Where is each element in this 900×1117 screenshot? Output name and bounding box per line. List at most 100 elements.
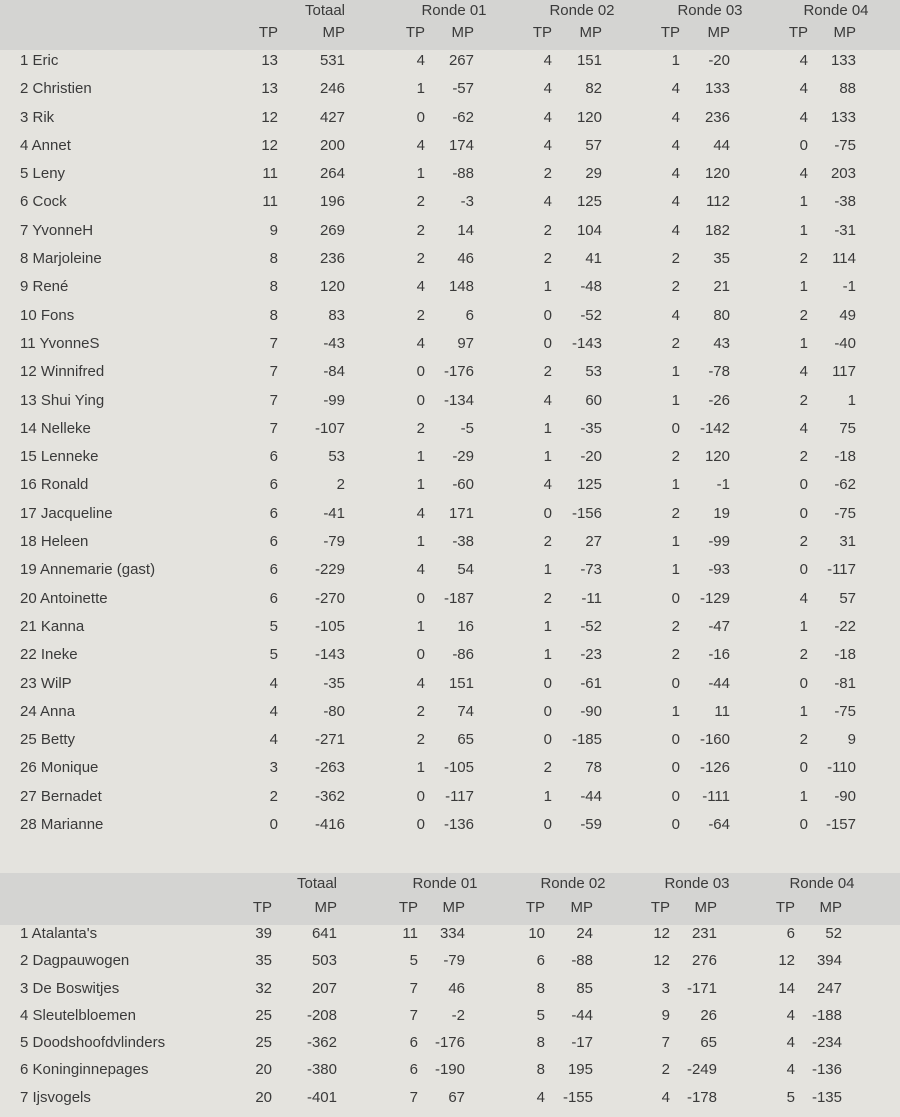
mp-value: 125	[576, 193, 602, 211]
tp-value: 4	[786, 1061, 795, 1079]
mp-value: 125	[576, 476, 602, 494]
mp-value: -263	[314, 759, 345, 777]
mp-value: -75	[834, 702, 856, 720]
tp-value: 6	[269, 476, 278, 494]
mp-value: -362	[314, 787, 345, 805]
column-group-header: Ronde 01	[421, 2, 487, 19]
tp-value: 1	[543, 617, 552, 635]
tp-value: 8	[536, 1034, 545, 1052]
table-row: 15 Lenneke 6 53 1 -29 1 -20 2 120 2 -18	[0, 448, 900, 476]
tp-value: 11	[262, 193, 278, 211]
tp-value: 1	[543, 278, 552, 296]
tp-value: 1	[671, 561, 680, 579]
tp-value: 32	[255, 979, 272, 997]
mp-value: -249	[686, 1061, 717, 1079]
tp-value: 1	[671, 702, 680, 720]
tp-value: 0	[671, 759, 680, 777]
mp-value: 53	[585, 363, 602, 381]
tp-value: 1	[416, 80, 425, 98]
tp-value: 0	[799, 674, 808, 692]
mp-value: 53	[328, 448, 345, 466]
column-header-mp: MP	[442, 899, 466, 916]
tp-value: 0	[543, 306, 552, 324]
mp-value: -270	[314, 589, 345, 607]
table-header: Totaal Ronde 01 Ronde 02 Ronde 03 Ronde 04 TP…	[0, 873, 900, 925]
tp-value: 1	[671, 391, 680, 409]
player-name: 1 Atalanta's	[20, 925, 98, 942]
tp-value: 2	[416, 193, 425, 211]
tp-value: 2	[543, 221, 552, 239]
mp-value: -48	[580, 278, 602, 296]
column-header-tp: TP	[398, 899, 418, 916]
mp-value: -105	[314, 617, 345, 635]
player-name: 16 Ronald	[20, 476, 89, 494]
table-row: 6 Koninginnepages 20 -380 6 -190 8 195 2 -249 4 -1…	[0, 1061, 900, 1088]
tp-value: 0	[799, 561, 808, 579]
player-name: 14 Nelleke	[20, 419, 91, 437]
mp-value: -41	[323, 504, 345, 522]
mp-value: 394	[816, 952, 842, 970]
tp-value: 2	[671, 250, 680, 268]
mp-value: -80	[323, 702, 345, 720]
mp-value: -1	[842, 278, 856, 296]
tp-value: 2	[799, 306, 808, 324]
mp-value: -3	[460, 193, 474, 211]
tp-value: 4	[416, 52, 425, 69]
mp-value: 57	[839, 589, 856, 607]
mp-value: 57	[585, 136, 602, 154]
table-row: 23 WilP 4 -35 4 151 0 -61 0 -44 0 -81	[0, 675, 900, 703]
tp-value: 1	[543, 646, 552, 664]
mp-value: 46	[457, 250, 474, 268]
tp-value: 7	[409, 979, 418, 997]
tp-value: 4	[416, 136, 425, 154]
tp-value: 1	[671, 52, 680, 69]
mp-value: 641	[311, 925, 337, 942]
mp-value: -208	[306, 1006, 337, 1024]
column-header-mp: MP	[819, 899, 843, 916]
mp-value: 52	[825, 925, 842, 942]
tp-value: 4	[416, 561, 425, 579]
player-name: 13 Shui Ying	[20, 391, 105, 409]
tp-value: 5	[786, 1088, 795, 1106]
mp-value: 264	[319, 165, 345, 183]
column-header-tp: TP	[405, 24, 425, 41]
tp-value: 0	[799, 816, 808, 834]
column-header-tp: TP	[660, 24, 680, 41]
tp-value: 12	[653, 925, 670, 942]
tp-value: 0	[543, 334, 552, 352]
column-header-tp: TP	[650, 899, 670, 916]
tp-value: 2	[543, 250, 552, 268]
tp-value: 2	[543, 363, 552, 381]
tp-value: 1	[416, 759, 425, 777]
tp-value: 7	[409, 1006, 418, 1024]
mp-value: -44	[708, 674, 730, 692]
mp-value: -107	[314, 419, 345, 437]
tp-value: 6	[269, 589, 278, 607]
mp-value: -136	[443, 816, 474, 834]
mp-value: -52	[580, 617, 602, 635]
tp-value: 4	[799, 108, 808, 126]
mp-value: 247	[816, 979, 842, 997]
mp-value: 104	[576, 221, 602, 239]
mp-value: 171	[448, 504, 474, 522]
mp-value: -111	[702, 787, 730, 805]
mp-value: -362	[306, 1034, 337, 1052]
tp-value: 1	[671, 476, 680, 494]
table-row: 7 Ijsvogels 20 -401 7 67 4 -155 4 -178 5 -135	[0, 1089, 900, 1116]
mp-value: 78	[585, 759, 602, 777]
player-name: 2 Dagpauwogen	[20, 952, 130, 970]
mp-value: -84	[323, 363, 345, 381]
mp-value: -110	[827, 759, 856, 777]
tp-value: 1	[671, 533, 680, 551]
tp-value: 0	[416, 646, 425, 664]
mp-value: 246	[319, 80, 345, 98]
column-group-header: Ronde 04	[803, 2, 869, 19]
player-name: 23 WilP	[20, 674, 72, 692]
mp-value: -35	[580, 419, 602, 437]
tp-value: 0	[799, 759, 808, 777]
mp-value: -17	[571, 1034, 593, 1052]
tp-value: 1	[543, 787, 552, 805]
tp-value: 4	[543, 52, 552, 69]
column-header-mp: MP	[570, 899, 594, 916]
mp-value: 88	[839, 80, 856, 98]
